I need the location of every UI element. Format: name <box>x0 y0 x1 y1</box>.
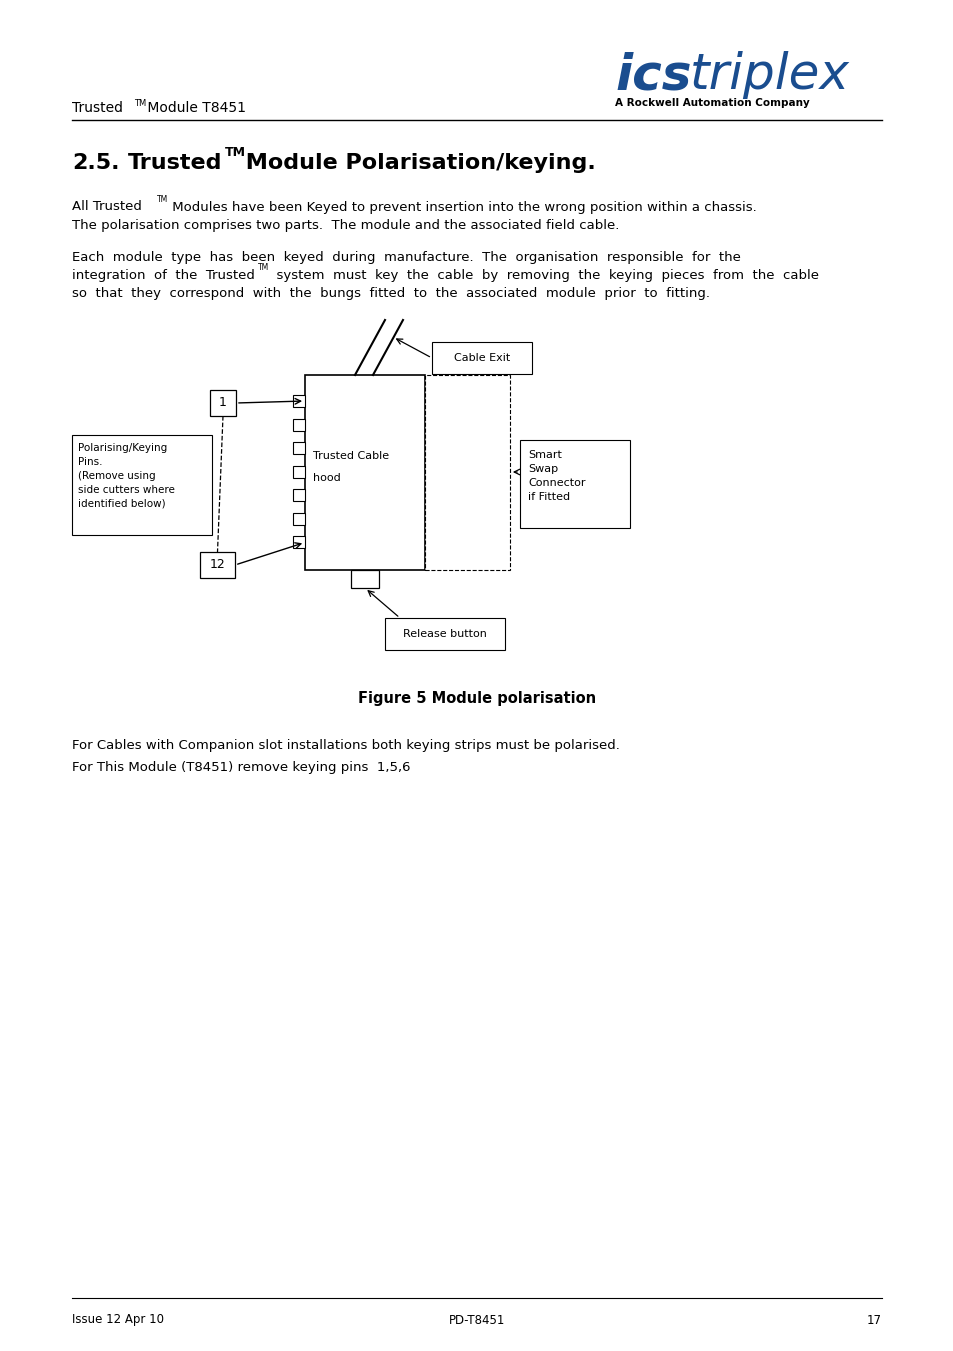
Text: Module Polarisation/keying.: Module Polarisation/keying. <box>237 153 595 173</box>
Text: Issue 12 Apr 10: Issue 12 Apr 10 <box>71 1313 164 1327</box>
Text: system  must  key  the  cable  by  removing  the  keying  pieces  from  the  cab: system must key the cable by removing th… <box>268 269 818 281</box>
Bar <box>293 419 305 431</box>
Text: 1: 1 <box>219 396 227 409</box>
Bar <box>200 553 234 578</box>
Text: Smart
Swap
Connector
if Fitted: Smart Swap Connector if Fitted <box>527 450 585 503</box>
Bar <box>293 442 305 454</box>
Bar <box>293 466 305 478</box>
Bar <box>305 376 424 570</box>
Text: integration  of  the  Trusted: integration of the Trusted <box>71 269 254 281</box>
Bar <box>71 435 212 535</box>
Bar <box>293 536 305 549</box>
Text: Trusted: Trusted <box>71 101 123 115</box>
Bar <box>210 390 235 416</box>
Text: 17: 17 <box>866 1313 882 1327</box>
Text: 2.5.: 2.5. <box>71 153 119 173</box>
Text: 12: 12 <box>210 558 225 571</box>
Text: Trusted: Trusted <box>128 153 222 173</box>
Text: so  that  they  correspond  with  the  bungs  fitted  to  the  associated  modul: so that they correspond with the bungs f… <box>71 286 709 300</box>
Text: Release button: Release button <box>402 630 486 639</box>
Text: PD-T8451: PD-T8451 <box>448 1313 505 1327</box>
Text: ics: ics <box>615 51 691 99</box>
Text: TM: TM <box>257 263 269 273</box>
Text: The polarisation comprises two parts.  The module and the associated field cable: The polarisation comprises two parts. Th… <box>71 219 618 231</box>
Text: TM: TM <box>157 196 168 204</box>
Text: triplex: triplex <box>689 51 849 99</box>
Bar <box>293 513 305 524</box>
Text: Modules have been Keyed to prevent insertion into the wrong position within a ch: Modules have been Keyed to prevent inser… <box>168 200 756 213</box>
Bar <box>432 342 532 374</box>
Text: Module T8451: Module T8451 <box>143 101 246 115</box>
Text: Cable Exit: Cable Exit <box>454 353 510 363</box>
Bar <box>519 440 629 528</box>
Text: TM: TM <box>133 99 146 108</box>
Text: For Cables with Companion slot installations both keying strips must be polarise: For Cables with Companion slot installat… <box>71 739 619 751</box>
Bar <box>293 394 305 407</box>
Text: Polarising/Keying
Pins.
(Remove using
side cutters where
identified below): Polarising/Keying Pins. (Remove using si… <box>78 443 174 509</box>
Text: For This Module (T8451) remove keying pins  1,5,6: For This Module (T8451) remove keying pi… <box>71 762 410 774</box>
Bar <box>385 617 504 650</box>
Text: All Trusted: All Trusted <box>71 200 142 213</box>
Text: A Rockwell Automation Company: A Rockwell Automation Company <box>615 99 809 108</box>
Text: Figure 5 Module polarisation: Figure 5 Module polarisation <box>357 690 596 705</box>
Bar <box>424 376 510 570</box>
Text: Each  module  type  has  been  keyed  during  manufacture.  The  organisation  r: Each module type has been keyed during m… <box>71 250 740 263</box>
Bar <box>351 570 378 588</box>
Bar <box>293 489 305 501</box>
Text: TM: TM <box>225 146 246 159</box>
Text: Trusted Cable: Trusted Cable <box>313 451 389 461</box>
Text: hood: hood <box>313 473 340 484</box>
